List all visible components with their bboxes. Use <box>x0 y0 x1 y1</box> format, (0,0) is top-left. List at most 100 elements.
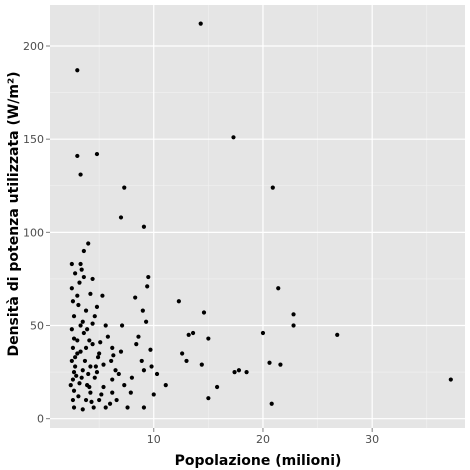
data-point <box>114 397 119 403</box>
data-point <box>73 364 78 369</box>
data-point <box>91 405 96 410</box>
data-point <box>184 358 189 364</box>
data-point <box>73 271 78 276</box>
data-point <box>270 185 275 190</box>
data-point <box>231 135 236 140</box>
data-point <box>101 362 106 367</box>
data-point <box>278 362 283 367</box>
data-point <box>103 323 108 328</box>
data-point <box>69 358 74 364</box>
data-point <box>78 323 83 328</box>
data-point <box>107 401 113 406</box>
data-point <box>260 330 266 336</box>
data-point <box>87 338 92 343</box>
data-point <box>88 364 93 369</box>
y-tick-label: 50 <box>30 320 44 333</box>
data-point <box>94 369 100 375</box>
data-point <box>145 284 150 289</box>
data-point <box>71 336 77 341</box>
data-point <box>90 276 95 282</box>
data-point <box>291 312 296 317</box>
data-point <box>69 327 74 332</box>
data-point <box>80 319 85 324</box>
data-point <box>81 248 86 254</box>
data-point <box>206 396 211 401</box>
x-tick-label: 10 <box>147 433 161 446</box>
x-tick-labels: 10 20 30 <box>147 433 379 446</box>
data-point <box>122 185 127 190</box>
data-point <box>163 383 168 388</box>
data-point <box>110 390 115 395</box>
data-point <box>70 345 76 350</box>
data-point <box>92 314 97 319</box>
data-point <box>149 364 154 369</box>
data-point <box>75 293 80 298</box>
data-point <box>71 405 77 410</box>
major-gridlines <box>50 5 465 428</box>
data-point <box>79 267 84 272</box>
plot-panel <box>50 5 465 428</box>
data-point <box>80 407 85 412</box>
minor-gridlines <box>50 5 465 428</box>
data-point <box>81 274 86 280</box>
data-point <box>86 241 91 246</box>
data-point <box>214 384 220 390</box>
data-point <box>190 330 196 336</box>
data-point <box>198 21 203 26</box>
data-point <box>133 295 138 300</box>
data-point <box>89 399 94 405</box>
data-point <box>201 310 207 315</box>
data-point <box>78 349 83 354</box>
data-point <box>122 383 127 388</box>
data-point <box>128 390 133 395</box>
data-point <box>335 332 340 337</box>
data-point <box>99 392 104 397</box>
data-point <box>82 358 88 364</box>
data-point <box>95 355 101 360</box>
data-point <box>154 371 160 377</box>
x-tick-label: 20 <box>256 433 270 446</box>
data-point <box>146 274 151 280</box>
axis-ticks <box>46 45 373 432</box>
data-point <box>109 358 114 364</box>
data-point <box>118 215 124 220</box>
data-point <box>141 405 147 410</box>
data-point <box>88 390 93 395</box>
data-point <box>75 153 80 159</box>
data-point <box>90 342 95 347</box>
data-point <box>83 345 89 350</box>
data-point <box>276 286 281 291</box>
data-point <box>111 353 116 358</box>
y-tick-label: 0 <box>37 413 44 426</box>
data-point <box>70 299 76 304</box>
data-point <box>71 314 77 319</box>
data-point <box>110 377 115 382</box>
data-point <box>77 381 82 386</box>
data-point <box>70 377 76 382</box>
data-point <box>125 405 130 410</box>
data-point <box>100 293 105 298</box>
data-point <box>75 68 80 73</box>
data-point <box>92 375 97 380</box>
data-point <box>71 369 77 375</box>
data-point <box>269 401 274 406</box>
data-point <box>83 308 89 313</box>
data-point <box>78 261 83 267</box>
data-point <box>78 172 83 177</box>
data-point <box>448 377 453 382</box>
data-point <box>93 364 98 369</box>
data-point <box>94 151 100 157</box>
data-point <box>90 321 95 326</box>
data-point <box>70 397 76 403</box>
data-point <box>76 394 81 399</box>
x-axis-title: Popolazione (milioni) <box>175 453 342 469</box>
data-point <box>105 334 110 339</box>
data-point <box>113 368 118 373</box>
data-point <box>69 286 74 291</box>
data-point <box>76 302 81 308</box>
y-tick-label: 200 <box>23 40 44 53</box>
data-point <box>148 347 153 352</box>
data-point <box>94 304 100 309</box>
data-point <box>129 375 135 380</box>
